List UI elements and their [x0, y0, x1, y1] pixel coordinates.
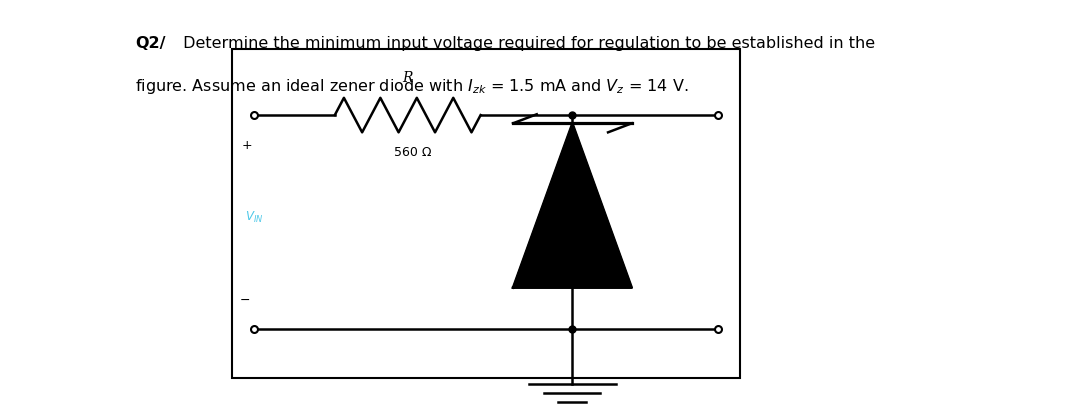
- Text: figure. Assume an ideal zener diode with $I_{zk}$ = 1.5 mA and $V_z$ = 14 V.: figure. Assume an ideal zener diode with…: [135, 77, 689, 96]
- Text: +: +: [242, 139, 253, 152]
- Bar: [232, 49, 740, 378]
- Polygon shape: [513, 123, 632, 288]
- Text: Q2/: Q2/: [135, 36, 165, 51]
- Text: 560 Ω: 560 Ω: [394, 145, 432, 159]
- Text: −: −: [240, 293, 251, 307]
- Text: $V_{IN}$: $V_{IN}$: [245, 210, 264, 225]
- Text: Determine the minimum input voltage required for regulation to be established in: Determine the minimum input voltage requ…: [178, 36, 875, 51]
- Text: R: R: [403, 71, 413, 85]
